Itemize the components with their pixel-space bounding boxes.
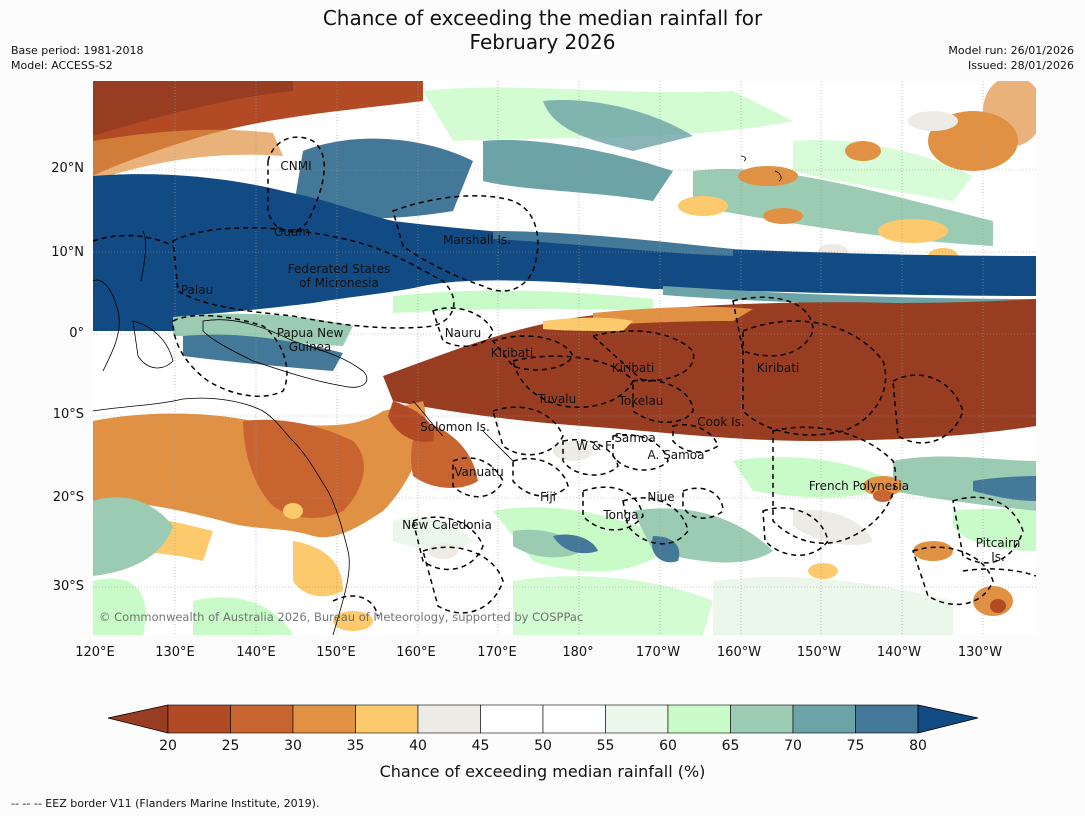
coastlines	[93, 155, 782, 635]
colorbar-label-55: 55	[596, 738, 615, 754]
lat-label-10s: 10°S	[52, 407, 84, 422]
colorbar-label-30: 30	[284, 738, 302, 754]
eez-footnote: -- -- -- EEZ border V11 (Flanders Marine…	[11, 797, 320, 810]
lon-label-150w: 150°W	[796, 645, 842, 660]
label-cnmi: CNMI	[280, 159, 311, 173]
label-vanuatu: Vanuatu	[454, 465, 504, 479]
label-marshall: Marshall Is.	[443, 233, 511, 247]
label-nauru: Nauru	[445, 326, 481, 340]
lon-label-180: 180°	[562, 645, 594, 660]
north-orange-spots	[678, 81, 1036, 264]
colorbar-swatch-60-65	[667, 704, 731, 734]
colorbar-label-65: 65	[721, 738, 740, 754]
label-tuvalu: Tuvalu	[537, 392, 577, 406]
label-png-1: Papua New	[277, 326, 344, 340]
eez-borders	[93, 136, 1036, 617]
south-orange-spots	[283, 441, 1013, 631]
itcz-wet-band	[93, 174, 1036, 331]
title-line-1: Chance of exceeding the median rainfall …	[322, 6, 763, 30]
base-period: Base period: 1981-2018	[11, 44, 144, 57]
title-line-2: February 2026	[469, 30, 616, 54]
lon-label-140e: 140°E	[236, 645, 276, 660]
colorbar-label-25: 25	[221, 738, 240, 754]
colorbar-label-20: 20	[159, 738, 177, 754]
colorbar-swatch-20-25	[167, 704, 231, 734]
lon-label-160e: 160°E	[396, 645, 436, 660]
colorbar-swatch-35-40	[355, 704, 419, 734]
colorbar-label-40: 40	[409, 738, 427, 754]
south-wet-patches	[93, 456, 1036, 635]
rainfall-map: CNMI Guam Marshall Is. Federated States …	[93, 81, 1036, 635]
label-cook: Cook Is.	[697, 415, 744, 429]
model-run: Model run: 26/01/2026	[948, 44, 1074, 57]
colorbar-label-75: 75	[846, 738, 865, 754]
equatorial-dry-band	[383, 299, 1036, 441]
lon-label-150e: 150°E	[316, 645, 356, 660]
colorbar	[107, 704, 979, 734]
label-fsm-2: of Micronesia	[299, 276, 379, 290]
lat-label-20n: 20°N	[51, 161, 84, 176]
copyright-notice: © Commonwealth of Australia 2026, Bureau…	[99, 610, 583, 624]
label-wallis: W & F	[576, 439, 612, 453]
label-french-polynesia: French Polynesia	[809, 479, 909, 493]
lon-label-170e: 170°E	[477, 645, 517, 660]
colorbar-swatch-45-50	[480, 704, 544, 734]
label-kiribati-west: Kiribati	[491, 346, 533, 360]
lat-label-20s: 20°S	[52, 490, 84, 505]
lat-label-0: 0°	[69, 326, 84, 341]
colorbar-label-80: 80	[909, 738, 927, 754]
colorbar-label-70: 70	[784, 738, 802, 754]
label-niue: Niue	[647, 490, 674, 504]
colorbar-swatch-55-60	[605, 704, 669, 734]
lon-label-160w: 160°W	[716, 645, 762, 660]
colorbar-swatch-70-75	[792, 704, 856, 734]
transition-belt	[173, 290, 653, 371]
label-pitcairn-1: Pitcairn	[976, 536, 1021, 550]
label-fsm-1: Federated States	[288, 262, 390, 276]
label-am-samoa: A. Samoa	[648, 448, 705, 462]
colorbar-title: Chance of exceeding median rainfall (%)	[379, 762, 706, 781]
meta-left: Base period: 1981-2018 Model: ACCESS-S2	[11, 43, 143, 73]
colorbar-swatch-65-70	[730, 704, 794, 734]
colorbar-label-60: 60	[659, 738, 677, 754]
lat-label-30s: 30°S	[52, 579, 84, 594]
colorbar-swatch-75-80	[855, 704, 919, 734]
model-name: Model: ACCESS-S2	[11, 59, 113, 72]
colorbar-swatch-40-45	[417, 704, 481, 734]
issued-date: Issued: 28/01/2026	[967, 59, 1074, 72]
colorbar-extend-high	[917, 704, 979, 734]
label-fiji: Fiji	[540, 490, 556, 504]
lat-label-10n: 10°N	[51, 245, 84, 260]
label-kiribati-east: Kiribati	[757, 361, 799, 375]
label-palau: Palau	[181, 283, 213, 297]
colorbar-label-50: 50	[534, 738, 552, 754]
label-guam: Guam	[274, 225, 310, 239]
place-labels: CNMI Guam Marshall Is. Federated States …	[181, 159, 1020, 564]
colorbar-swatch-30-35	[292, 704, 356, 734]
colorbar-swatch-50-55	[542, 704, 606, 734]
label-kiribati-central: Kiribati	[612, 361, 654, 375]
north-dry-zone	[93, 81, 423, 181]
colorbar-extend-low	[107, 704, 169, 734]
label-new-caledonia: New Caledonia	[402, 518, 492, 532]
lon-label-130e: 130°E	[155, 645, 195, 660]
lon-label-170w: 170°W	[635, 645, 681, 660]
lon-label-120e: 120°E	[75, 645, 115, 660]
label-tonga: Tonga	[602, 508, 638, 522]
colorbar-label-45: 45	[471, 738, 490, 754]
meta-right: Model run: 26/01/2026 Issued: 28/01/2026	[948, 43, 1074, 73]
label-png-2: Guinea	[289, 340, 332, 354]
lon-label-140w: 140°W	[876, 645, 922, 660]
label-pitcairn-2: Is.	[991, 550, 1005, 564]
colorbar-label-35: 35	[346, 738, 365, 754]
chart-title: Chance of exceeding the median rainfall …	[0, 6, 1085, 54]
label-solomon: Solomon Is.	[420, 420, 490, 434]
label-samoa: Samoa	[614, 431, 655, 445]
lon-label-130w: 130°W	[957, 645, 1003, 660]
colorbar-swatch-25-30	[230, 704, 294, 734]
label-tokelau: Tokelau	[618, 394, 664, 408]
